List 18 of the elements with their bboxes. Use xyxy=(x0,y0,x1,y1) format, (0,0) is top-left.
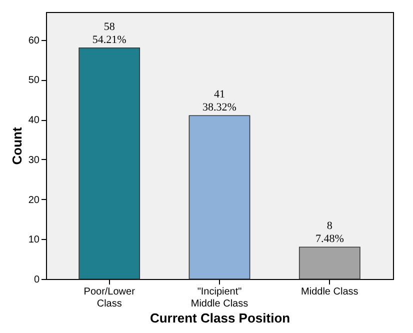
data-label: 58 54.21% xyxy=(92,20,126,46)
x-axis-title: Current Class Position xyxy=(150,310,290,326)
x-tick-label: Middle Class xyxy=(301,286,358,298)
data-label: 8 7.48% xyxy=(315,220,344,246)
bar xyxy=(188,115,250,280)
y-tick-label: 0 xyxy=(34,274,40,286)
y-axis-title: Count xyxy=(9,126,24,165)
y-tick-label: 30 xyxy=(28,154,40,166)
y-tick-label: 20 xyxy=(28,194,40,206)
y-tick-label: 50 xyxy=(28,75,40,86)
bar xyxy=(78,47,140,280)
y-tick-label: 40 xyxy=(28,115,40,126)
y-tick-label: 60 xyxy=(28,35,40,46)
x-tick-label: Poor/Lower Class xyxy=(84,286,136,310)
x-tick-label: "Incipient" Middle Class xyxy=(190,286,248,310)
data-label: 41 38.32% xyxy=(202,88,236,114)
y-tick-label: 10 xyxy=(28,234,40,246)
bar xyxy=(298,246,360,280)
